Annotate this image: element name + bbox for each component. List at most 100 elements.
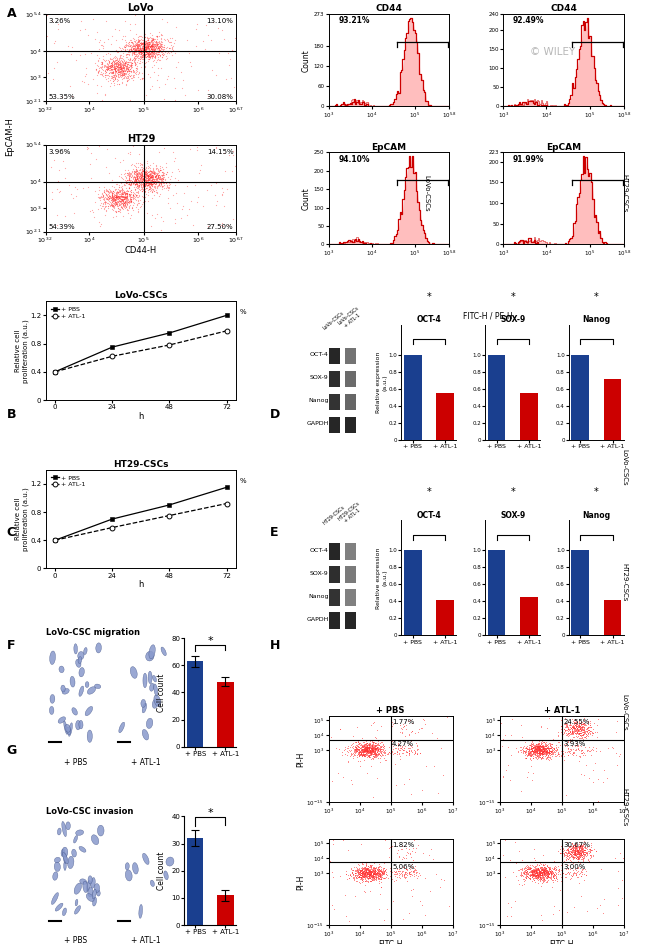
Point bbox=[138, 47, 148, 62]
Ellipse shape bbox=[55, 857, 60, 863]
Point bbox=[413, 838, 424, 853]
Point bbox=[530, 739, 541, 754]
Point bbox=[526, 733, 537, 749]
Point bbox=[111, 64, 121, 79]
Point bbox=[139, 42, 150, 58]
Point bbox=[82, 139, 92, 154]
Point bbox=[147, 48, 157, 63]
Point bbox=[106, 68, 116, 83]
Point bbox=[369, 865, 380, 880]
Point bbox=[361, 865, 372, 880]
Point bbox=[132, 62, 142, 77]
Point bbox=[148, 31, 158, 46]
Point bbox=[538, 735, 549, 750]
Point bbox=[98, 195, 108, 211]
Point bbox=[363, 740, 373, 755]
Point bbox=[394, 868, 404, 883]
Point bbox=[365, 865, 376, 880]
Point bbox=[365, 863, 376, 878]
Point bbox=[121, 189, 131, 204]
Point bbox=[126, 64, 136, 79]
Point bbox=[116, 47, 126, 62]
Point bbox=[129, 34, 139, 49]
Point bbox=[534, 745, 544, 760]
Point bbox=[135, 175, 146, 190]
Point bbox=[541, 868, 551, 883]
Point bbox=[384, 740, 395, 755]
Point bbox=[98, 39, 108, 54]
Point bbox=[576, 727, 586, 742]
Point bbox=[540, 865, 551, 880]
Point bbox=[372, 749, 382, 764]
Point bbox=[578, 722, 589, 737]
Point bbox=[535, 745, 545, 760]
Point bbox=[376, 865, 387, 880]
Point bbox=[140, 43, 151, 59]
Point bbox=[107, 194, 117, 209]
Point bbox=[398, 859, 409, 874]
Point bbox=[397, 838, 408, 853]
Point bbox=[165, 41, 176, 56]
Point bbox=[127, 43, 138, 59]
Point bbox=[130, 191, 140, 206]
Point bbox=[146, 163, 156, 178]
Point bbox=[571, 717, 581, 733]
Point bbox=[167, 40, 177, 55]
Point bbox=[529, 863, 539, 878]
Point bbox=[165, 30, 176, 45]
Point bbox=[132, 58, 142, 73]
Point bbox=[144, 49, 154, 64]
Point bbox=[157, 165, 167, 180]
Point bbox=[72, 52, 82, 67]
Point bbox=[359, 748, 369, 763]
Point bbox=[144, 172, 154, 187]
Point bbox=[159, 170, 169, 185]
Point bbox=[156, 41, 166, 56]
Point bbox=[528, 867, 539, 882]
Point bbox=[124, 44, 134, 59]
Point bbox=[369, 742, 379, 757]
Point bbox=[580, 721, 591, 736]
Point bbox=[534, 747, 544, 762]
Point bbox=[532, 857, 542, 872]
Point bbox=[108, 65, 118, 80]
Point bbox=[161, 167, 172, 182]
Point bbox=[544, 860, 554, 875]
Point bbox=[116, 184, 127, 199]
Point bbox=[350, 743, 361, 758]
Point bbox=[111, 52, 121, 67]
Point bbox=[139, 167, 150, 182]
Point bbox=[368, 868, 378, 884]
Point bbox=[372, 870, 383, 885]
Point bbox=[404, 744, 414, 759]
Point bbox=[569, 846, 579, 861]
Point bbox=[361, 737, 372, 752]
Point bbox=[140, 34, 151, 49]
Point bbox=[148, 174, 158, 189]
Point bbox=[120, 54, 131, 69]
Point bbox=[365, 744, 375, 759]
Point bbox=[391, 872, 401, 887]
Point bbox=[191, 22, 202, 37]
Point bbox=[534, 736, 544, 751]
Point bbox=[361, 863, 371, 878]
Point bbox=[357, 741, 367, 756]
Point bbox=[530, 866, 541, 881]
Point bbox=[124, 180, 134, 195]
Point bbox=[576, 738, 586, 753]
Point bbox=[369, 861, 379, 876]
Point bbox=[538, 847, 548, 862]
Point bbox=[211, 141, 221, 156]
Point bbox=[117, 193, 127, 208]
Point bbox=[571, 838, 581, 853]
Point bbox=[373, 742, 384, 757]
Point bbox=[350, 868, 361, 883]
Point bbox=[103, 189, 113, 204]
Point bbox=[146, 185, 157, 200]
Point bbox=[140, 174, 151, 189]
Point bbox=[151, 176, 161, 191]
Point bbox=[124, 39, 135, 54]
Point bbox=[117, 189, 127, 204]
Point bbox=[386, 901, 396, 916]
Title: OCT-4: OCT-4 bbox=[417, 315, 441, 324]
